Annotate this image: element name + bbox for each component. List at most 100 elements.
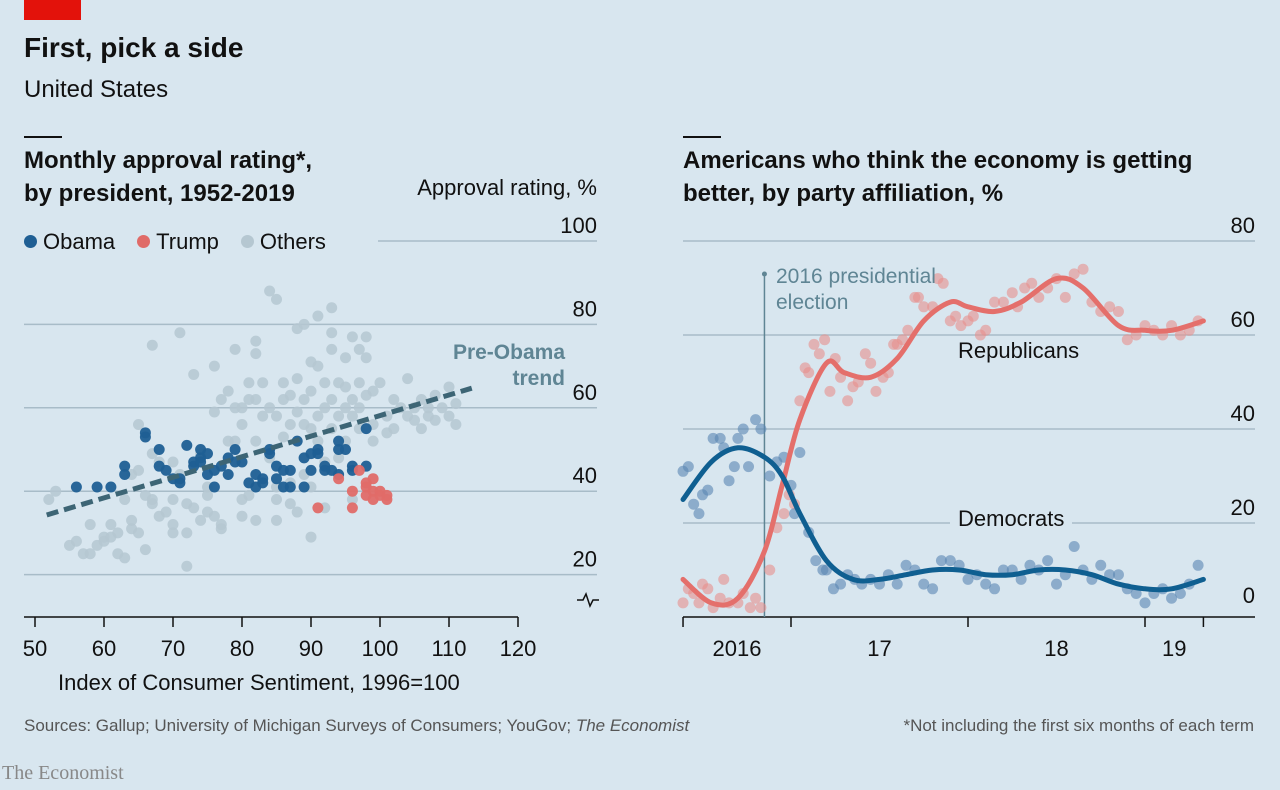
point-others	[284, 389, 296, 401]
point-democrats	[723, 475, 735, 487]
point-republicans	[980, 324, 992, 336]
point-others	[271, 494, 282, 506]
point-republicans	[1121, 334, 1133, 346]
point-republicans	[967, 310, 979, 322]
point-republicans	[865, 357, 877, 369]
point-others	[167, 527, 179, 539]
point-others	[236, 510, 248, 522]
point-obama	[174, 477, 186, 489]
point-others	[84, 519, 96, 531]
legend-trump: Trump	[137, 229, 219, 255]
point-trump	[346, 502, 358, 514]
point-republicans	[859, 348, 871, 360]
point-democrats	[743, 461, 755, 473]
point-others	[271, 410, 282, 422]
point-others	[84, 548, 96, 560]
point-others	[208, 510, 220, 522]
page-title: First, pick a side	[24, 32, 244, 63]
point-others	[43, 494, 55, 506]
point-obama	[105, 481, 117, 493]
point-republicans	[819, 334, 831, 346]
point-republicans	[897, 334, 909, 346]
point-others	[353, 402, 365, 414]
point-obama	[271, 473, 282, 485]
right-title-line2: better, by party affiliation, %	[683, 180, 1004, 207]
point-others	[326, 327, 338, 339]
point-obama	[284, 481, 296, 493]
point-republicans	[1006, 287, 1018, 299]
point-others	[181, 560, 193, 572]
point-democrats	[702, 484, 714, 496]
point-democrats	[900, 559, 912, 571]
point-republicans	[842, 395, 854, 407]
point-others	[346, 331, 358, 343]
point-republicans	[1174, 329, 1186, 341]
point-trump	[381, 494, 393, 506]
y-tick-label: 60	[573, 380, 597, 405]
point-republicans	[1068, 268, 1080, 280]
point-obama	[312, 448, 324, 460]
x-tick-label: 80	[230, 636, 254, 661]
point-others	[264, 402, 276, 414]
point-others	[388, 423, 400, 435]
point-others	[250, 335, 262, 347]
point-others	[326, 302, 338, 314]
point-others	[319, 402, 331, 414]
point-obama	[284, 464, 296, 476]
point-trump	[312, 502, 324, 514]
axis-break-icon	[577, 592, 599, 608]
point-others	[133, 527, 144, 539]
y-tick-label: 20	[1231, 495, 1255, 520]
left-y-label: Approval rating, %	[417, 175, 597, 200]
point-others	[195, 514, 207, 526]
point-others	[126, 514, 138, 526]
point-obama	[202, 448, 213, 460]
point-obama	[139, 431, 151, 443]
point-others	[167, 494, 179, 506]
point-democrats	[728, 461, 740, 473]
point-others	[174, 327, 186, 339]
point-democrats	[1024, 559, 1036, 571]
point-republicans	[764, 564, 776, 576]
point-democrats	[1112, 569, 1124, 581]
point-republicans	[778, 508, 790, 520]
point-democrats	[714, 432, 726, 444]
point-republicans	[755, 602, 767, 614]
point-democrats	[810, 555, 822, 567]
x-tick-label: 120	[500, 636, 537, 661]
point-democrats	[927, 583, 939, 595]
trend-label-1: Pre-Obama	[452, 341, 565, 364]
point-democrats	[918, 578, 930, 590]
point-others	[402, 373, 414, 385]
election-marker-dot	[761, 271, 767, 277]
point-republicans	[1026, 277, 1038, 289]
point-republicans	[937, 277, 949, 289]
point-others	[70, 535, 82, 547]
point-democrats	[1095, 559, 1107, 571]
point-others	[133, 464, 144, 476]
point-republicans	[803, 367, 815, 379]
left-title-rule	[24, 136, 62, 138]
point-obama	[222, 469, 234, 481]
point-others	[146, 339, 158, 351]
point-republicans	[813, 348, 825, 360]
point-others	[250, 393, 262, 405]
point-democrats	[1192, 559, 1204, 571]
point-obama	[305, 464, 317, 476]
point-democrats	[989, 583, 1001, 595]
point-others	[146, 498, 158, 510]
point-republicans	[1104, 301, 1116, 313]
obama-dot-icon	[24, 235, 37, 248]
point-others	[50, 485, 62, 497]
point-others	[271, 293, 282, 305]
point-democrats	[891, 578, 903, 590]
point-obama	[91, 481, 103, 493]
point-democrats	[1068, 541, 1080, 552]
point-democrats	[693, 508, 705, 520]
point-others	[374, 377, 386, 389]
point-trump	[346, 485, 358, 497]
x-tick-label: 17	[867, 636, 891, 661]
point-others	[160, 506, 172, 518]
point-others	[188, 502, 200, 514]
